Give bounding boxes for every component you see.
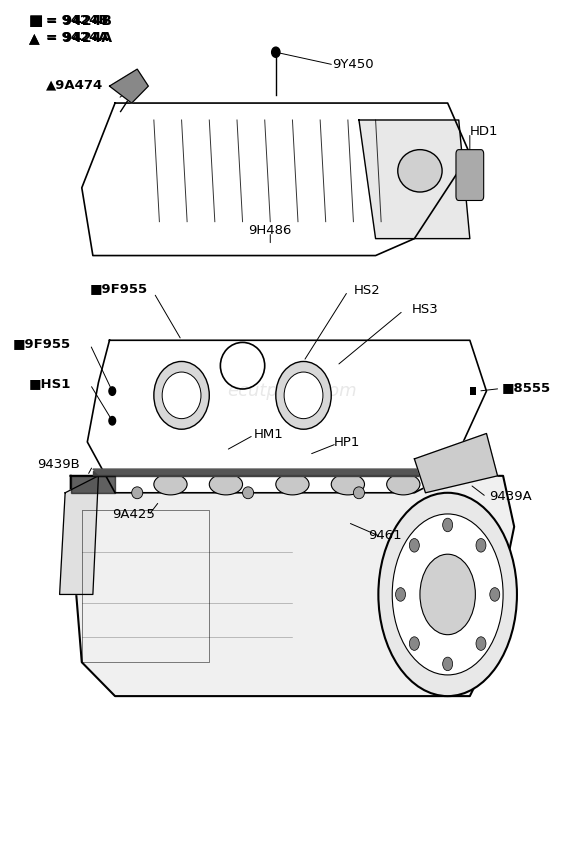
Ellipse shape: [154, 473, 187, 495]
Ellipse shape: [387, 473, 420, 495]
Ellipse shape: [420, 554, 476, 635]
Ellipse shape: [476, 539, 486, 552]
Ellipse shape: [398, 150, 442, 192]
Polygon shape: [71, 476, 115, 493]
Text: = 9424A: = 9424A: [46, 31, 112, 45]
Bar: [470, 387, 476, 395]
Polygon shape: [93, 471, 470, 476]
Ellipse shape: [154, 361, 210, 429]
Ellipse shape: [132, 487, 143, 499]
Ellipse shape: [276, 473, 309, 495]
Ellipse shape: [276, 361, 331, 429]
Polygon shape: [82, 103, 470, 256]
Text: 9439A: 9439A: [489, 490, 532, 502]
Text: ▲9A474: ▲9A474: [46, 79, 103, 92]
Ellipse shape: [243, 487, 254, 499]
Text: ■9F955: ■9F955: [13, 337, 71, 350]
Text: HM1: HM1: [254, 428, 283, 441]
Polygon shape: [110, 69, 148, 103]
Ellipse shape: [284, 372, 323, 419]
Ellipse shape: [409, 539, 419, 552]
Text: 9H486: 9H486: [248, 224, 292, 236]
Ellipse shape: [490, 587, 500, 601]
Text: ▲: ▲: [29, 31, 40, 45]
Ellipse shape: [353, 487, 364, 499]
Text: ▲: ▲: [29, 31, 40, 45]
Ellipse shape: [210, 473, 243, 495]
Text: = 9424B: = 9424B: [46, 14, 112, 28]
Text: ecutparts.com: ecutparts.com: [228, 382, 357, 400]
Text: = 9424A: = 9424A: [46, 31, 108, 44]
Text: HD1: HD1: [470, 124, 498, 138]
Ellipse shape: [109, 387, 115, 395]
Ellipse shape: [443, 657, 453, 671]
Text: ■9F955: ■9F955: [90, 282, 148, 295]
Polygon shape: [359, 120, 470, 239]
Ellipse shape: [443, 518, 453, 532]
Ellipse shape: [409, 637, 419, 650]
Text: ■: ■: [29, 14, 43, 28]
Polygon shape: [415, 434, 497, 493]
Text: ■: ■: [29, 14, 43, 28]
Polygon shape: [93, 469, 437, 474]
Polygon shape: [71, 476, 514, 696]
Polygon shape: [59, 476, 98, 594]
Polygon shape: [87, 340, 486, 493]
Text: HS3: HS3: [412, 303, 439, 316]
Text: ■HS1: ■HS1: [29, 377, 71, 390]
FancyBboxPatch shape: [456, 150, 484, 201]
Ellipse shape: [379, 493, 517, 696]
Text: 9Y450: 9Y450: [332, 58, 374, 71]
Text: HP1: HP1: [334, 436, 360, 450]
Ellipse shape: [272, 47, 280, 57]
Text: 9439B: 9439B: [38, 458, 80, 471]
Ellipse shape: [396, 587, 405, 601]
Text: HS2: HS2: [353, 284, 380, 297]
Ellipse shape: [331, 473, 364, 495]
Ellipse shape: [392, 514, 503, 675]
Text: 9A425: 9A425: [112, 508, 155, 521]
Text: ■8555: ■8555: [502, 381, 551, 394]
Ellipse shape: [476, 637, 486, 650]
Text: 9461: 9461: [368, 530, 402, 542]
Text: = 9424B: = 9424B: [46, 14, 108, 27]
Ellipse shape: [162, 372, 201, 419]
Ellipse shape: [109, 416, 115, 425]
